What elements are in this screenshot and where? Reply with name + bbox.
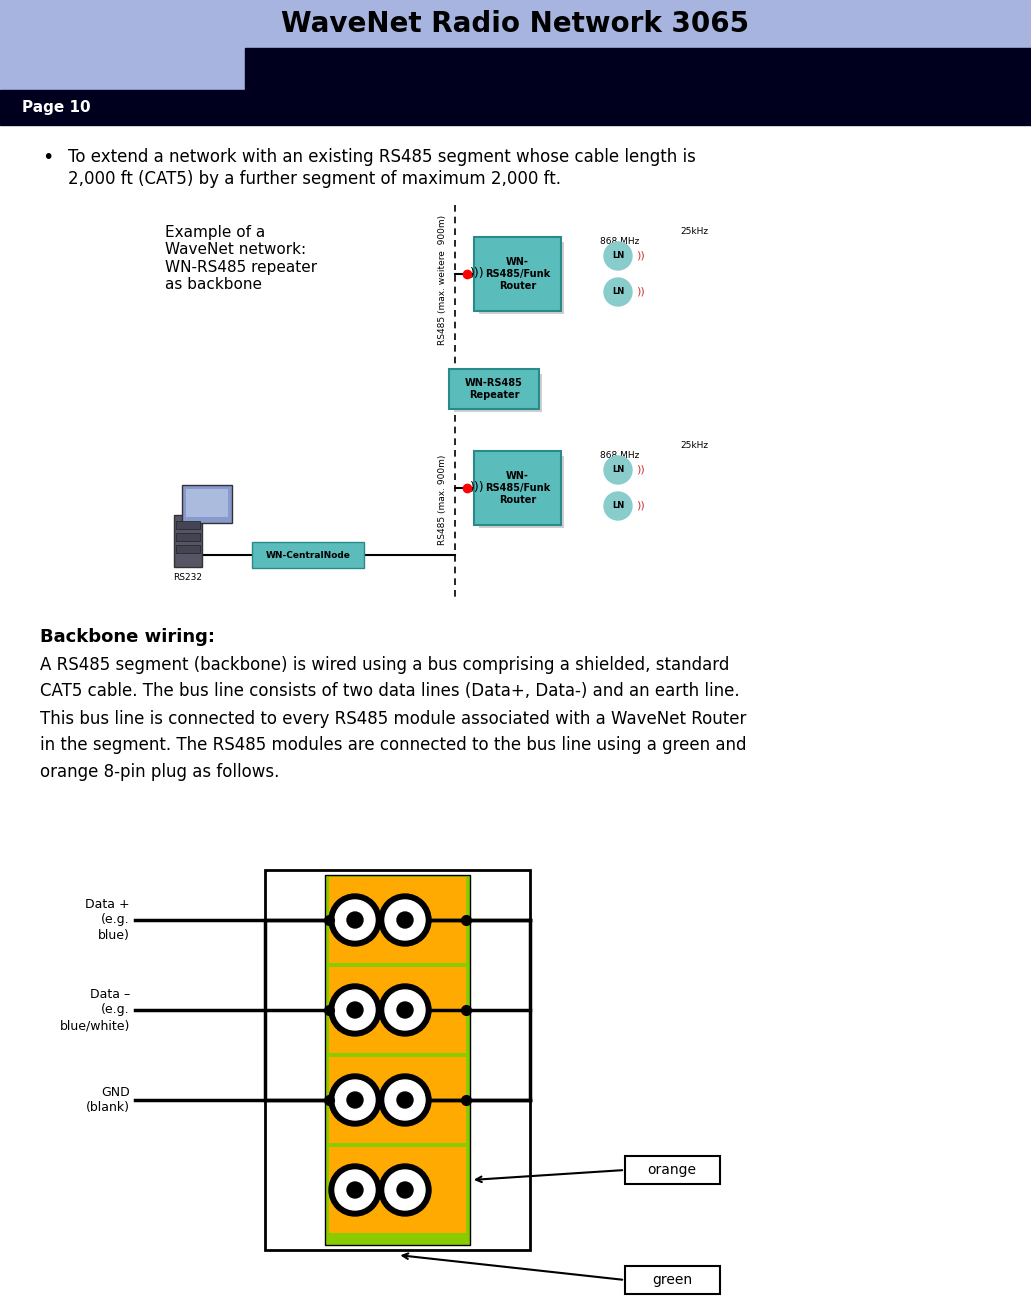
Bar <box>329 877 466 964</box>
FancyBboxPatch shape <box>474 237 561 311</box>
Text: Data –
(e.g.
blue/white): Data – (e.g. blue/white) <box>60 987 130 1033</box>
Bar <box>329 1057 466 1143</box>
Bar <box>176 534 200 541</box>
Bar <box>245 49 1031 90</box>
Text: LN: LN <box>611 502 624 510</box>
Circle shape <box>397 1183 413 1198</box>
Circle shape <box>347 1183 363 1198</box>
Text: LN: LN <box>611 252 624 261</box>
Bar <box>265 871 530 1249</box>
Text: green: green <box>652 1273 692 1287</box>
Text: This bus line is connected to every RS485 module associated with a WaveNet Route: This bus line is connected to every RS48… <box>40 711 746 781</box>
Circle shape <box>385 1080 425 1120</box>
Circle shape <box>397 912 413 928</box>
Bar <box>0 49 245 90</box>
Text: 868 MHz: 868 MHz <box>600 237 639 246</box>
Text: A RS485 segment (backbone) is wired using a bus comprising a shielded, standard
: A RS485 segment (backbone) is wired usin… <box>40 656 739 700</box>
Bar <box>0 90 1031 125</box>
Bar <box>176 520 200 530</box>
Text: )): )) <box>636 501 644 511</box>
FancyBboxPatch shape <box>252 541 364 568</box>
Text: GND
(blank): GND (blank) <box>86 1086 130 1114</box>
Circle shape <box>379 1164 431 1217</box>
Text: Backbone wiring:: Backbone wiring: <box>40 628 215 646</box>
Circle shape <box>335 990 375 1030</box>
Circle shape <box>379 894 431 947</box>
Circle shape <box>335 1169 375 1210</box>
Bar <box>325 874 470 1245</box>
Circle shape <box>379 985 431 1036</box>
Text: RS485 (max. weitere  900m): RS485 (max. weitere 900m) <box>438 215 447 345</box>
Text: )): )) <box>636 287 644 298</box>
Text: )): )) <box>636 250 644 261</box>
Circle shape <box>329 894 381 947</box>
Bar <box>329 968 466 1053</box>
Bar <box>174 515 202 566</box>
Circle shape <box>329 1164 381 1217</box>
Circle shape <box>347 912 363 928</box>
Text: Page 10: Page 10 <box>22 100 91 115</box>
Circle shape <box>335 899 375 940</box>
Circle shape <box>385 1169 425 1210</box>
Bar <box>479 243 564 315</box>
Text: LN: LN <box>611 465 624 475</box>
Text: WN-RS485
Repeater: WN-RS485 Repeater <box>465 378 523 400</box>
Text: WaveNet Radio Network 3065: WaveNet Radio Network 3065 <box>280 10 750 38</box>
Bar <box>454 374 542 412</box>
Circle shape <box>604 278 632 305</box>
Text: •: • <box>42 148 54 166</box>
Text: WN-
RS485/Funk
Router: WN- RS485/Funk Router <box>485 472 551 505</box>
Bar <box>329 964 466 968</box>
Bar <box>625 1156 720 1184</box>
Circle shape <box>604 243 632 270</box>
Bar <box>329 1143 466 1147</box>
Text: WN-CentralNode: WN-CentralNode <box>266 551 351 560</box>
Circle shape <box>385 990 425 1030</box>
Text: LN: LN <box>611 287 624 296</box>
Circle shape <box>385 899 425 940</box>
Circle shape <box>335 1080 375 1120</box>
Text: RS232: RS232 <box>173 573 202 582</box>
Text: ))): ))) <box>470 267 485 281</box>
Text: 25kHz: 25kHz <box>680 442 708 451</box>
Text: Data +
(e.g.
blue): Data + (e.g. blue) <box>86 898 130 943</box>
Bar <box>625 1266 720 1294</box>
Text: orange: orange <box>647 1163 697 1177</box>
Text: 25kHz: 25kHz <box>680 228 708 236</box>
Circle shape <box>379 1074 431 1126</box>
Text: RS485 (max. 900m): RS485 (max. 900m) <box>438 455 447 545</box>
Bar <box>329 1053 466 1057</box>
Text: ))): ))) <box>470 481 485 494</box>
Bar <box>182 485 232 523</box>
FancyBboxPatch shape <box>448 368 539 409</box>
Circle shape <box>347 1002 363 1019</box>
Circle shape <box>329 985 381 1036</box>
Bar <box>479 456 564 528</box>
Circle shape <box>604 456 632 484</box>
Bar <box>0 0 1031 49</box>
Text: 2,000 ft (CAT5) by a further segment of maximum 2,000 ft.: 2,000 ft (CAT5) by a further segment of … <box>68 170 561 187</box>
Text: WN-
RS485/Funk
Router: WN- RS485/Funk Router <box>485 257 551 291</box>
FancyBboxPatch shape <box>474 451 561 524</box>
Circle shape <box>329 1074 381 1126</box>
Text: 868 MHz: 868 MHz <box>600 451 639 460</box>
Bar <box>186 489 228 517</box>
Circle shape <box>397 1092 413 1108</box>
Circle shape <box>604 492 632 520</box>
Text: Example of a
WaveNet network:
WN-RS485 repeater
as backbone: Example of a WaveNet network: WN-RS485 r… <box>165 225 318 292</box>
Text: )): )) <box>636 465 644 475</box>
Bar <box>329 1147 466 1234</box>
Bar <box>329 1234 466 1238</box>
Circle shape <box>347 1092 363 1108</box>
Bar <box>176 545 200 553</box>
Circle shape <box>397 1002 413 1019</box>
Text: To extend a network with an existing RS485 segment whose cable length is: To extend a network with an existing RS4… <box>68 148 696 166</box>
